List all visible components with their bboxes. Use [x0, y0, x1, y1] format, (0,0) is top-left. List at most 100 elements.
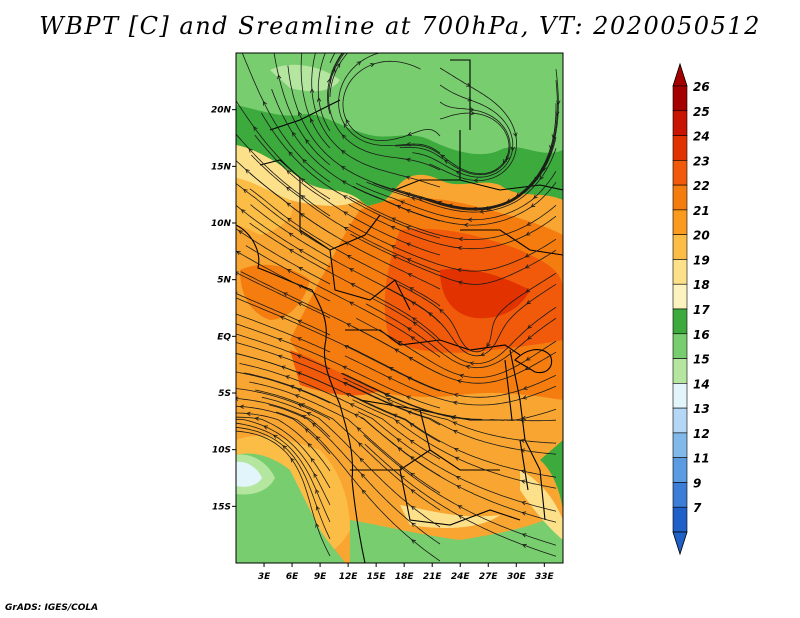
streamline	[255, 389, 441, 511]
streamline-arrowhead	[454, 456, 460, 461]
streamline-arrowhead	[388, 367, 394, 371]
colorbar-label: 11	[693, 452, 710, 466]
streamline-arrowhead	[253, 126, 258, 131]
streamline-arrowhead	[345, 118, 350, 124]
streamline-arrowhead	[343, 345, 349, 350]
streamline-arrowhead	[525, 356, 531, 361]
streamline-arrowhead	[300, 195, 306, 200]
streamline-arrowhead	[315, 488, 320, 494]
streamline-arrowhead	[307, 442, 312, 448]
streamline	[343, 377, 557, 444]
colorbar-label: 16	[693, 328, 710, 342]
border-line	[394, 179, 563, 191]
lat-tick-label: 15N	[211, 162, 232, 172]
streamline-arrowhead	[459, 373, 464, 379]
streamline-arrowhead	[533, 194, 538, 199]
streamline	[342, 60, 441, 141]
streamline-arrowhead	[407, 273, 413, 278]
colorbar-top-arrow	[672, 62, 688, 87]
streamline	[236, 342, 441, 426]
streamline	[236, 100, 331, 200]
streamline-arrowhead	[386, 398, 392, 402]
streamline	[236, 371, 331, 404]
coastline	[236, 224, 341, 406]
lon-tick-label: 33E	[535, 572, 555, 582]
colorbar-swatch	[672, 506, 688, 533]
streamline-arrowhead	[383, 393, 389, 398]
streamline-arrowhead	[452, 429, 458, 434]
shade-region-22	[240, 264, 310, 320]
streamline	[273, 53, 331, 166]
colorbar-bottom-arrow	[672, 531, 688, 556]
streamline	[236, 323, 441, 409]
shade-region-19	[520, 470, 563, 540]
streamline-arrowhead	[342, 49, 346, 53]
streamline-arrowhead	[286, 169, 292, 175]
colorbar-swatch	[672, 283, 688, 310]
streamline-arrowhead	[350, 283, 356, 288]
colorbar-label: 12	[693, 427, 710, 441]
streamline-arrowhead	[245, 411, 251, 416]
streamline	[300, 53, 331, 149]
colorbar-swatch	[672, 308, 688, 335]
streamline-arrowhead	[298, 249, 304, 254]
streamline	[245, 245, 441, 358]
streamline	[260, 112, 441, 239]
streamline-arrowhead	[298, 111, 302, 117]
streamline-arrowhead	[395, 419, 400, 424]
streamline-arrowhead	[520, 448, 526, 453]
streamline	[254, 134, 441, 256]
streamline-arrowhead	[390, 225, 396, 230]
colorbar-label: 9	[693, 476, 701, 490]
lon-tick-label: 21E	[423, 572, 443, 582]
streamline-arrowhead	[291, 131, 297, 137]
streamline	[425, 80, 558, 210]
lon-tick-label: 6E	[286, 572, 299, 582]
streamline-arrowhead	[467, 217, 473, 222]
streamline-arrowhead	[521, 501, 526, 506]
streamline-arrowhead	[392, 255, 398, 260]
streamline-arrowhead	[391, 217, 397, 222]
streamline-arrowhead	[341, 180, 347, 185]
streamline-arrowhead	[411, 539, 416, 544]
streamline-arrowhead	[311, 422, 317, 428]
streamline	[236, 426, 331, 540]
streamline-arrowhead	[300, 403, 306, 408]
streamline	[236, 412, 331, 472]
streamline-arrowhead	[479, 209, 485, 214]
streamline-arrowhead	[506, 198, 512, 203]
shade-region-15	[270, 64, 340, 92]
streamline-arrowhead	[410, 472, 415, 477]
latitude-axis: 20N 15N 10N 5N EQ 5S 10S 15S	[211, 106, 236, 512]
lon-tick-label: 18E	[395, 572, 415, 582]
streamline-arrowhead	[236, 312, 237, 313]
streamline-arrowhead	[356, 426, 362, 432]
streamline-arrowhead	[480, 352, 485, 357]
streamline	[236, 388, 331, 421]
colorbar-label: 19	[693, 253, 710, 267]
streamline-arrowhead	[408, 356, 414, 361]
streamline-arrowhead	[296, 388, 302, 393]
streamline	[236, 418, 331, 506]
streamline-arrowhead	[405, 395, 411, 400]
streamline	[329, 53, 344, 81]
streamline-arrowhead	[556, 100, 561, 106]
streamline-arrowhead	[521, 543, 527, 548]
streamline	[364, 443, 557, 557]
streamline	[391, 114, 557, 209]
streamline-arrowhead	[522, 395, 527, 400]
colorbar-label: 14	[693, 377, 710, 391]
lat-tick-label: 5N	[217, 276, 231, 286]
streamline-arrowhead	[405, 175, 411, 180]
streamline-arrowhead	[280, 365, 286, 370]
colorbar-swatch	[672, 234, 688, 260]
streamline-arrowhead	[282, 445, 287, 450]
streamline-arrowhead	[541, 167, 546, 173]
streamline-arrowhead	[299, 212, 305, 218]
streamline	[236, 430, 331, 557]
streamline	[271, 89, 441, 222]
streamline-arrowhead	[397, 340, 403, 346]
streamline-arrowhead	[301, 415, 307, 420]
streamline-arrowhead	[286, 269, 292, 274]
streamline-arrowhead	[452, 400, 458, 406]
